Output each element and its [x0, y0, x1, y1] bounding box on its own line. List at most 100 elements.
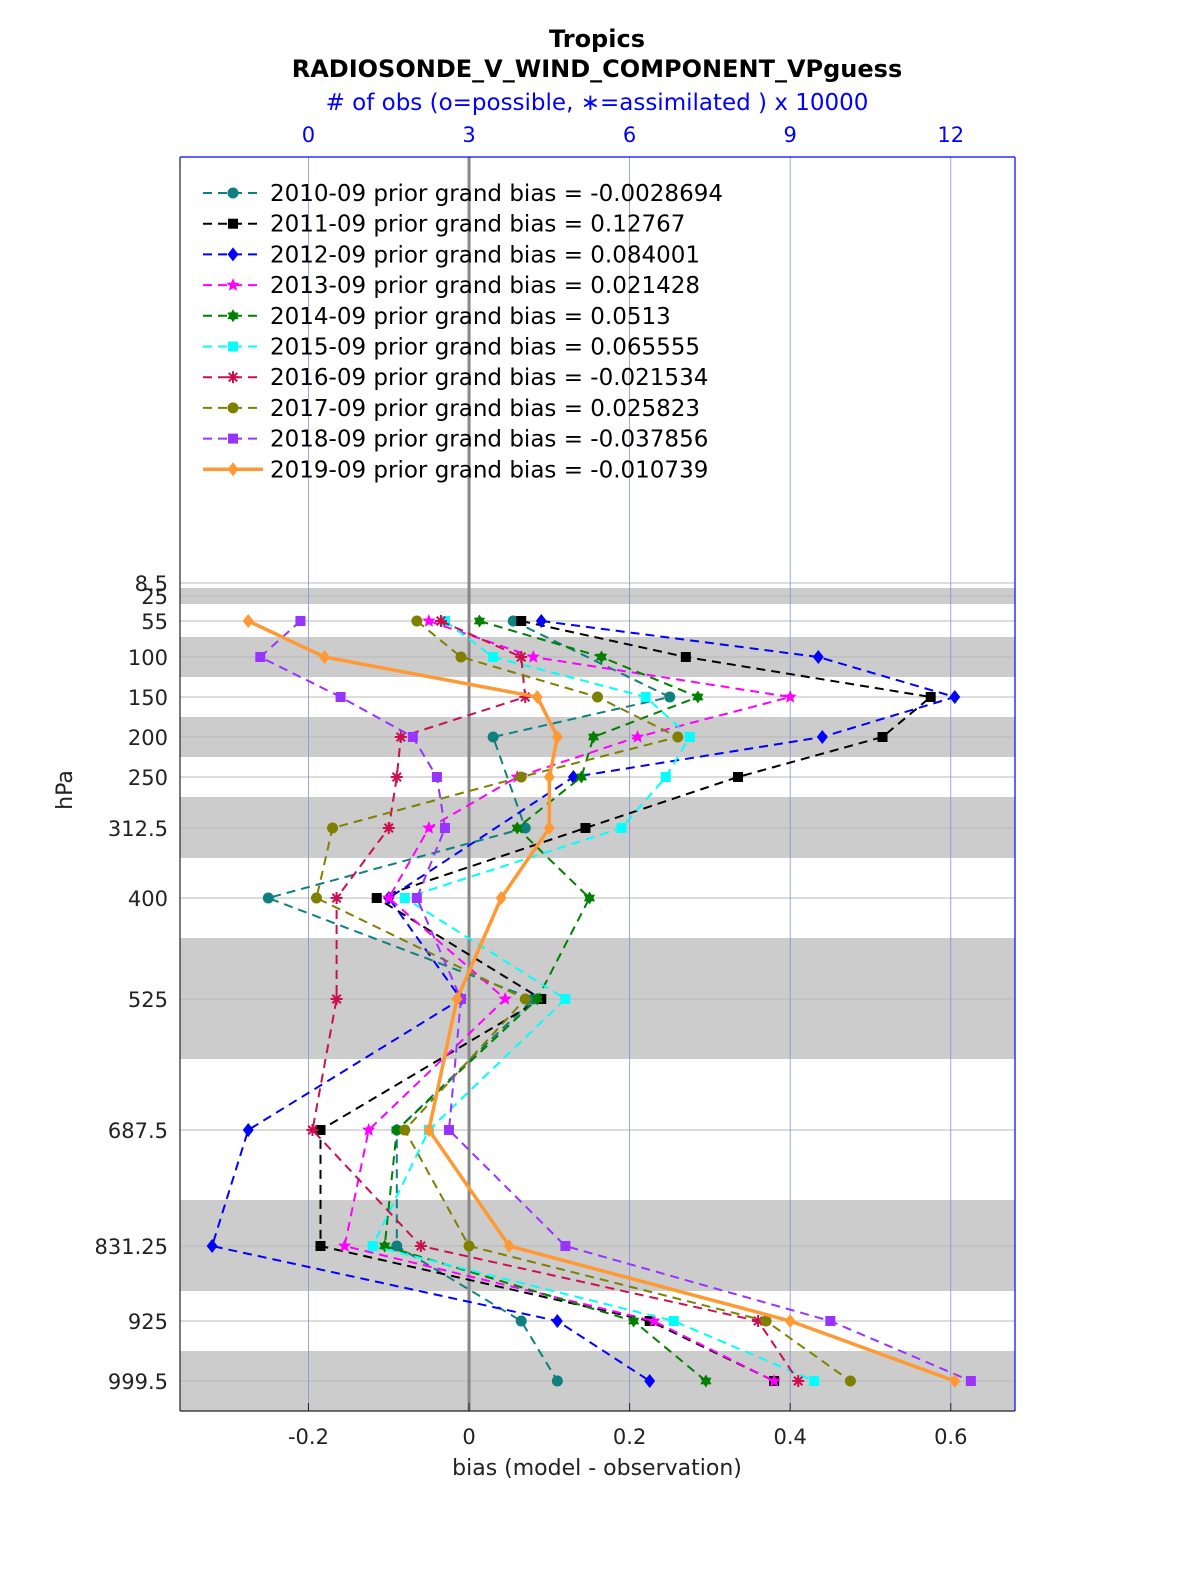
data-point [414, 1240, 427, 1252]
data-point [382, 822, 395, 834]
y-tick-label: 8.5 [135, 572, 168, 596]
y-tick-label: 400 [128, 887, 168, 911]
x-axis-label: bias (model - observation) [452, 1456, 742, 1481]
series-line [371, 620, 815, 1382]
x-tick-label: -0.2 [288, 1425, 329, 1449]
series-7 [306, 615, 805, 1387]
data-point [242, 614, 254, 628]
legend-entry: 2016-09 prior grand bias = -0.021534 [203, 365, 708, 391]
y-tick-label: 200 [128, 726, 168, 750]
legend-marker [227, 402, 239, 414]
y-tick-label: 25 [141, 585, 168, 609]
data-point [844, 1375, 856, 1387]
series-line [311, 620, 800, 1382]
y-tick-label: 525 [128, 988, 168, 1012]
data-point [792, 1375, 805, 1387]
data-point [330, 892, 343, 904]
data-point [551, 730, 563, 744]
data-point [242, 1123, 254, 1137]
top-tick-label: 3 [462, 123, 475, 147]
legend-marker [228, 433, 238, 444]
chart-subtitle: RADIOSONDE_V_WIND_COMPONENT_VPguess [292, 55, 903, 83]
legend-entry: 2013-09 prior grand bias = 0.021428 [203, 273, 700, 299]
data-point [965, 1376, 976, 1386]
top-tick-label: 9 [784, 123, 797, 147]
data-point [816, 730, 828, 744]
data-point [784, 1314, 796, 1328]
y-tick-label: 925 [128, 1310, 168, 1334]
data-point [330, 993, 343, 1005]
data-point [455, 651, 467, 663]
x-tick-label: 0.2 [613, 1425, 646, 1449]
data-point [551, 1314, 563, 1328]
series-line [315, 620, 851, 1382]
data-point [315, 1125, 326, 1135]
data-point [255, 652, 266, 662]
data-point [631, 730, 645, 743]
legend-marker [227, 371, 239, 384]
data-point [335, 692, 346, 702]
data-point [206, 1239, 218, 1253]
data-point [362, 1123, 376, 1136]
legend-entry: 2012-09 prior grand bias = 0.084001 [203, 242, 700, 268]
legend-label: 2017-09 prior grand bias = 0.025823 [270, 396, 700, 422]
series-10 [242, 614, 961, 1388]
data-point [515, 771, 527, 783]
x-tick-label: 0.6 [934, 1425, 967, 1449]
data-point [949, 690, 961, 704]
series-5 [379, 614, 712, 1388]
data-point [337, 1239, 352, 1252]
data-point [515, 1315, 527, 1327]
data-point [503, 1239, 515, 1253]
data-point [367, 1241, 378, 1251]
top-tick-label: 6 [623, 123, 636, 147]
series-line [319, 620, 934, 1382]
data-point [949, 1374, 961, 1388]
data-point [543, 770, 555, 784]
series-line [265, 620, 673, 1382]
data-point [616, 823, 627, 833]
data-point [640, 692, 651, 702]
data-point [660, 772, 671, 782]
asterisk-stroke [331, 994, 342, 1004]
legend-label: 2013-09 prior grand bias = 0.021428 [270, 273, 700, 299]
data-point [422, 821, 436, 834]
data-point [526, 650, 540, 663]
legend-label: 2015-09 prior grand bias = 0.065555 [270, 335, 700, 361]
legend-marker [226, 278, 240, 291]
asterisk-stroke [331, 893, 342, 903]
data-point [551, 1375, 563, 1387]
data-point [560, 1241, 571, 1251]
data-point [423, 1123, 435, 1137]
legend-marker [228, 341, 238, 352]
data-point [515, 651, 528, 663]
data-point [877, 732, 888, 742]
data-point [592, 691, 603, 703]
data-point [431, 772, 442, 782]
data-point [543, 821, 555, 835]
data-point [295, 616, 306, 626]
data-point [692, 690, 704, 704]
data-point [495, 891, 507, 905]
data-point [575, 770, 588, 784]
legend-entry: 2015-09 prior grand bias = 0.065555 [203, 335, 700, 361]
data-point [371, 893, 382, 903]
data-point [531, 690, 543, 704]
legend-label: 2018-09 prior grand bias = -0.037856 [270, 427, 708, 453]
data-point [407, 732, 418, 742]
data-point [560, 994, 571, 1004]
series-8 [310, 615, 856, 1387]
top-axis-label: # of obs (o=possible, ∗=assimilated ) x … [326, 90, 869, 116]
y-tick-label: 831.25 [95, 1235, 168, 1259]
legend-entry: 2010-09 prior grand bias = -0.0028694 [203, 181, 723, 207]
data-point [647, 1314, 661, 1327]
legend-marker [227, 309, 239, 323]
data-point [536, 994, 547, 1004]
x-tick-label: 0.4 [773, 1425, 806, 1449]
y-tick-label: 999.5 [108, 1370, 168, 1394]
asterisk-stroke [415, 1241, 426, 1251]
data-point [825, 1316, 836, 1326]
top-tick-label: 0 [302, 123, 315, 147]
data-point [752, 1315, 765, 1327]
